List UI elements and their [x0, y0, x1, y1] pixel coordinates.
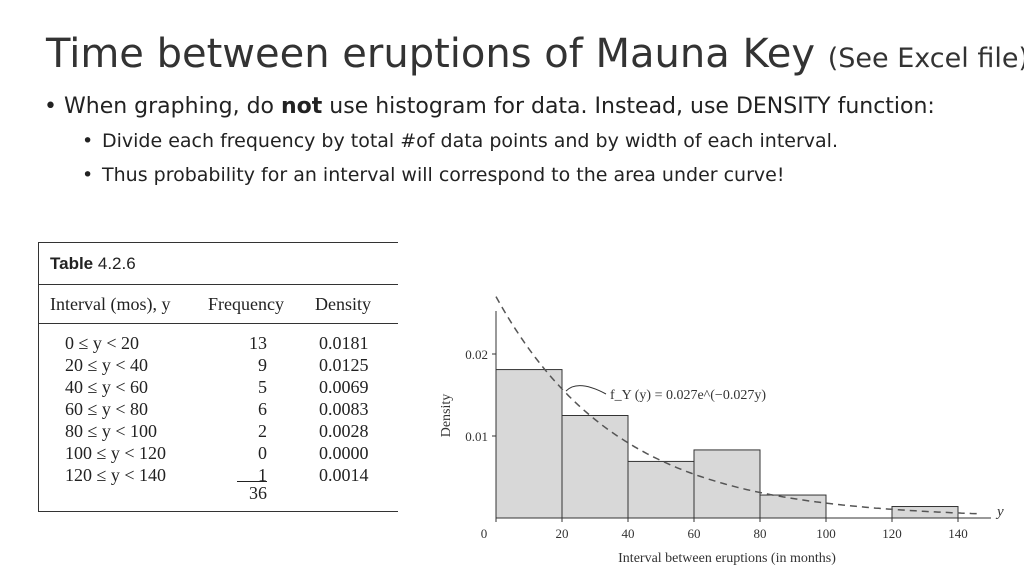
cell-density: 0.0083	[319, 399, 369, 419]
slide-title: Time between eruptions of Mauna Key (See…	[46, 30, 1024, 83]
bullet2-text: Divide each frequency by total #of data …	[102, 130, 838, 152]
cell-frequency: 6	[258, 399, 267, 419]
x-tick-label: 40	[622, 526, 635, 541]
table-row: 120 ≤ y < 140 1 0.0014	[39, 464, 398, 486]
table-row: 20 ≤ y < 40 9 0.0125	[39, 354, 398, 376]
x-tick-label: 0	[481, 526, 488, 541]
histogram-bars	[495, 369, 959, 519]
x-axis-symbol: y	[995, 504, 1004, 520]
cell-interval: 80 ≤ y < 100	[65, 421, 158, 441]
header-interval: Interval (mos), y	[50, 294, 171, 314]
y-tick-label: 0.01	[465, 429, 488, 444]
cell-density: 0.0125	[319, 355, 369, 375]
table-header: Interval (mos), y Frequency Density	[39, 285, 398, 324]
cell-interval: 60 ≤ y < 80	[65, 399, 149, 419]
curve-label-leader	[565, 385, 607, 395]
cell-frequency: 1	[258, 465, 267, 485]
bullet-dot: •	[44, 94, 57, 119]
x-tick-label: 60	[688, 526, 701, 541]
bullet-item-1: • When graphing, do not use histogram fo…	[44, 92, 944, 122]
bullet1-text-b: use histogram for data. Instead, use DEN…	[322, 94, 935, 119]
cell-density: 0.0181	[319, 333, 369, 353]
x-tick-label: 80	[754, 526, 767, 541]
x-tick-label: 100	[816, 526, 836, 541]
cell-density: 0.0028	[319, 421, 369, 441]
x-tick-label: 20	[556, 526, 569, 541]
cell-density: 0.0014	[319, 465, 369, 485]
bullet-item-3: • Thus probability for an interval will …	[44, 162, 944, 188]
table-caption-prefix: Table	[50, 254, 94, 273]
x-tick-label: 140	[948, 526, 968, 541]
curve-label: f_Y (y) = 0.027e^(−0.027y)	[610, 388, 766, 403]
exponential-density-curve	[495, 296, 978, 515]
table-row: 80 ≤ y < 100 2 0.0028	[39, 420, 398, 442]
bullet1-bold: not	[281, 94, 323, 119]
cell-interval: 100 ≤ y < 120	[65, 443, 167, 463]
cell-frequency: 13	[249, 333, 267, 353]
title-note: (See Excel file)	[827, 43, 1024, 74]
table-row: 100 ≤ y < 120 0 0.0000	[39, 442, 398, 464]
cell-interval: 20 ≤ y < 40	[65, 355, 149, 375]
cell-frequency: 0	[258, 443, 267, 463]
histogram-bar	[561, 415, 629, 519]
cell-frequency: 2	[258, 421, 267, 441]
table-total: 36	[237, 481, 267, 504]
title-main: Time between eruptions of Mauna Key	[46, 31, 816, 77]
sub-bullet-dot: •	[82, 130, 94, 152]
x-axis-label: Interval between eruptions (in months)	[618, 551, 836, 566]
cell-frequency: 9	[258, 355, 267, 375]
data-table: Table 4.2.6 Interval (mos), y Frequency …	[38, 242, 398, 512]
table-caption-number: 4.2.6	[97, 254, 136, 273]
cell-interval: 120 ≤ y < 140	[65, 465, 167, 485]
cell-density: 0.0000	[319, 443, 369, 463]
table-row: 0 ≤ y < 20 13 0.0181	[39, 332, 398, 354]
y-tick-label: 0.02	[465, 347, 488, 362]
header-density: Density	[315, 294, 371, 314]
table-body: 0 ≤ y < 20 13 0.0181 20 ≤ y < 40 9 0.0125 40…	[39, 324, 398, 503]
histogram-bar	[495, 369, 563, 519]
cell-interval: 40 ≤ y < 60	[65, 377, 149, 397]
table-caption: Table 4.2.6	[39, 243, 398, 285]
density-histogram-chart: 0.01 0.02 0 20 40 60 80 100 120 140 f_Y (y) = 0.…	[439, 296, 1004, 566]
x-ticks: 0 20 40 60 80 100 120 140	[481, 518, 968, 541]
cell-interval: 0 ≤ y < 20	[65, 333, 140, 353]
header-frequency: Frequency	[208, 294, 284, 314]
y-axis-label: Density	[439, 394, 454, 438]
table-row: 40 ≤ y < 60 5 0.0069	[39, 376, 398, 398]
cell-frequency: 5	[258, 377, 267, 397]
x-tick-label: 120	[882, 526, 902, 541]
bullet1-text-a: When graphing, do	[64, 94, 281, 119]
bullet-item-2: • Divide each frequency by total #of dat…	[44, 128, 944, 154]
cell-density: 0.0069	[319, 377, 369, 397]
table-row: 60 ≤ y < 80 6 0.0083	[39, 398, 398, 420]
histogram-bar	[627, 460, 695, 519]
sub-bullet-dot: •	[82, 164, 94, 186]
y-ticks: 0.01 0.02	[465, 347, 496, 444]
bullet-list: • When graphing, do not use histogram fo…	[44, 92, 944, 188]
bullet3-text: Thus probability for an interval will co…	[102, 164, 785, 186]
